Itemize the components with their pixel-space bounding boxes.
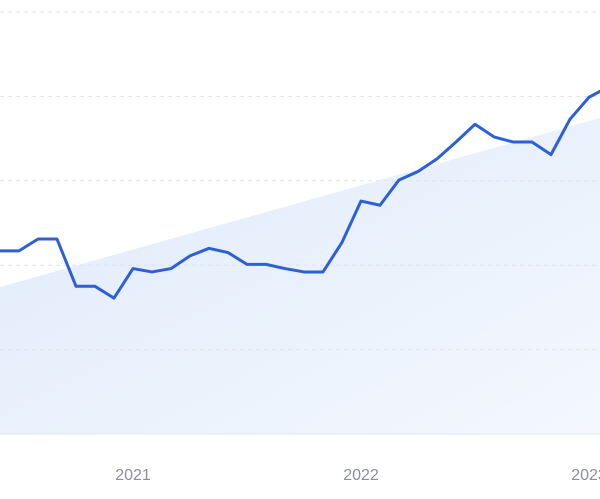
line [0, 89, 600, 300]
plot [0, 89, 600, 300]
x-tick-label: 2022 [343, 467, 379, 484]
trend-area [0, 118, 600, 434]
grid [0, 11, 600, 435]
x-tick-label: 2023 [571, 467, 600, 484]
x-tick-label: 2021 [115, 467, 151, 484]
x-axis: 2021 2022 2023 [115, 467, 600, 484]
